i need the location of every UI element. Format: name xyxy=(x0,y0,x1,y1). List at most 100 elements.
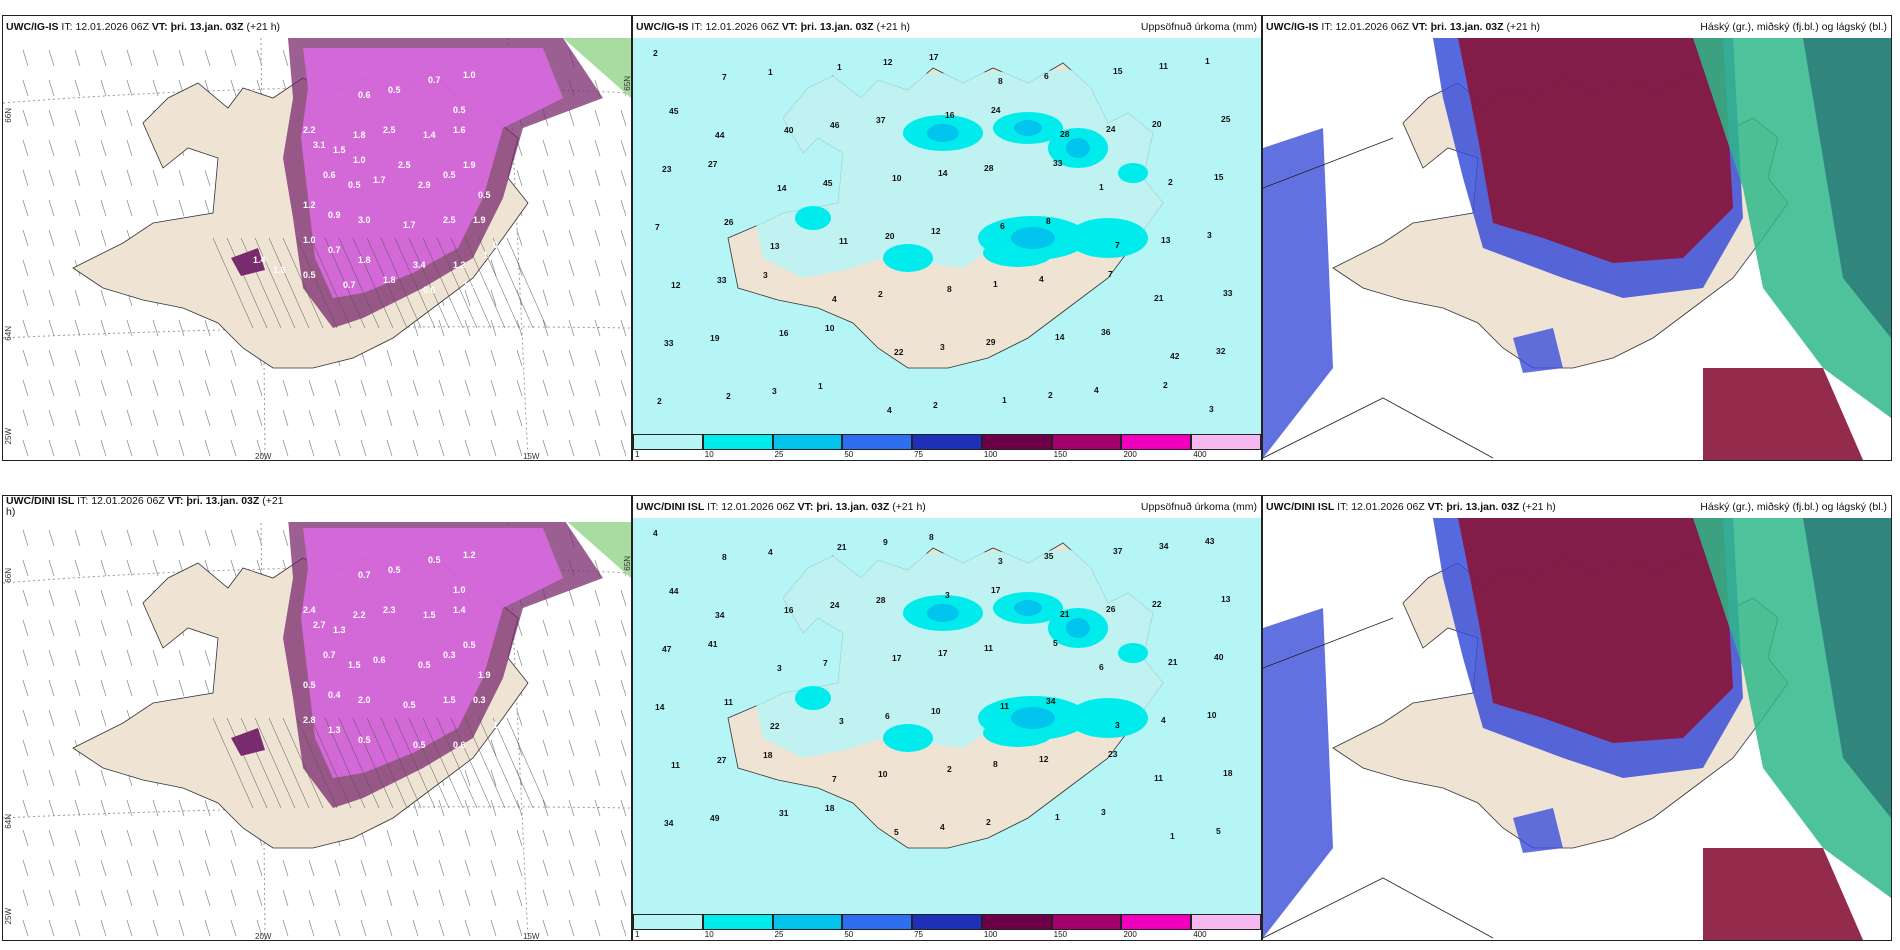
wind-value-label: 1.8 xyxy=(383,275,396,285)
wind-barb xyxy=(594,619,601,637)
wind-barb xyxy=(74,649,81,667)
precip-value-label: 34 xyxy=(664,818,674,828)
wind-barb xyxy=(178,199,185,217)
wind-barb xyxy=(230,49,237,67)
wind-barb xyxy=(516,229,523,247)
wind-barb xyxy=(568,619,575,637)
panel-clouds-dini-isl: UWC/DINI ISL IT: 12.01.2026 06Z VT: þri.… xyxy=(1262,495,1892,941)
field-title: Háský (gr.), miðský (fj.bl.) og lágský (… xyxy=(1700,21,1887,33)
wind-barb xyxy=(74,799,81,817)
precip-value-label: 11 xyxy=(724,697,733,707)
wind-barb xyxy=(386,859,393,877)
wind-barb xyxy=(542,259,549,277)
hatch-line xyxy=(310,237,352,329)
border-line xyxy=(1263,137,1494,459)
very-heavy-precip-area xyxy=(1066,138,1090,158)
wind-barb xyxy=(464,439,471,457)
precip-value-label: 35 xyxy=(1044,551,1054,561)
precip-value-label: 25 xyxy=(1221,114,1231,124)
wind-barb xyxy=(152,649,159,667)
wind-value-label: 1.4 xyxy=(423,130,436,140)
wind-barb xyxy=(48,709,55,727)
wind-barb xyxy=(568,349,575,367)
wind-value-label: 2.5 xyxy=(383,125,396,135)
model-name: UWC/IG-IS xyxy=(1266,21,1319,33)
legend-tick-label: 50 xyxy=(844,930,854,939)
wind-value-label: 0.5 xyxy=(413,740,426,750)
wind-barb xyxy=(464,769,471,787)
wind-barb xyxy=(48,769,55,787)
wind-barb xyxy=(48,739,55,757)
wind-barb xyxy=(152,679,159,697)
precip-value-label: 5 xyxy=(1216,826,1221,836)
wind-barb xyxy=(100,919,107,937)
wind-value-label: 1.6 xyxy=(453,125,466,135)
wind-barb xyxy=(126,349,133,367)
wind-barb xyxy=(542,229,549,247)
wind-barb xyxy=(48,259,55,277)
wind-value-label: 0.6 xyxy=(453,740,466,750)
wind-barb xyxy=(100,79,107,97)
wind-barb xyxy=(48,169,55,187)
precip-value-label: 1 xyxy=(1055,812,1060,822)
precip-value-label: 4 xyxy=(768,547,773,557)
vt-prefix: VT: xyxy=(1427,501,1444,513)
precip-value-label: 11 xyxy=(839,236,848,246)
wind-barb xyxy=(152,319,159,337)
precip-value-label: 10 xyxy=(825,323,835,333)
wind-barb xyxy=(308,409,315,427)
precip-value-label: 9 xyxy=(883,537,888,547)
wind-barb xyxy=(22,559,29,577)
wind-barb xyxy=(126,379,133,397)
wind-barb xyxy=(178,679,185,697)
wind-value-label: 2.7 xyxy=(313,620,326,630)
wind-barb xyxy=(100,349,107,367)
precip-value-label: 21 xyxy=(1154,293,1164,303)
wind-barb xyxy=(282,889,289,907)
precip-value-label: 14 xyxy=(1055,332,1065,342)
precip-value-label: 34 xyxy=(1046,696,1056,706)
precip-value-label: 4 xyxy=(1094,385,1099,395)
precip-value-label: 2 xyxy=(653,48,658,58)
very-heavy-precip-area xyxy=(927,604,959,622)
wind-barb xyxy=(568,649,575,667)
wind-barb xyxy=(490,859,497,877)
wind-barb xyxy=(490,799,497,817)
precip-value-label: 14 xyxy=(938,168,948,178)
wind-barb xyxy=(620,679,627,697)
wind-barb xyxy=(152,829,159,847)
wind-barb xyxy=(308,439,315,457)
wind-barb xyxy=(620,859,627,877)
wind-barb xyxy=(230,829,237,847)
wind-value-label: 0.3 xyxy=(443,650,456,660)
wind-barb xyxy=(256,439,263,457)
precip-value-label: 14 xyxy=(777,183,787,193)
wind-barb xyxy=(282,859,289,877)
legend-swatch xyxy=(912,914,982,930)
wind-value-label: 2.3 xyxy=(383,605,396,615)
wind-barb xyxy=(100,859,107,877)
wind-barb xyxy=(360,859,367,877)
precip-value-label: 49 xyxy=(710,813,720,823)
coastal-green-area xyxy=(563,518,631,578)
wind-value-label: 1.2 xyxy=(453,260,466,270)
wind-barb xyxy=(74,79,81,97)
hatch-line xyxy=(464,237,506,329)
wind-barb xyxy=(100,169,107,187)
precip-value-label: 8 xyxy=(929,532,934,542)
precip-value-label: 4 xyxy=(653,528,658,538)
wind-value-label: 3.1 xyxy=(313,140,326,150)
hatch-line xyxy=(436,717,478,809)
wind-barb xyxy=(360,439,367,457)
wind-value-label: 0.5 xyxy=(443,170,456,180)
wind-barb xyxy=(48,229,55,247)
wind-barb xyxy=(568,439,575,457)
init-time: 12.01.2026 06Z xyxy=(1351,501,1425,513)
precip-value-label: 4 xyxy=(940,822,945,832)
precip-value-label: 37 xyxy=(1113,546,1123,556)
wind-barb xyxy=(126,409,133,427)
panel-precip-ig-is: UWC/IG-IS IT: 12.01.2026 06Z VT: þri. 13… xyxy=(632,15,1262,461)
precip-value-label: 3 xyxy=(839,716,844,726)
wind-barb xyxy=(568,799,575,817)
wind-barb xyxy=(204,169,211,187)
